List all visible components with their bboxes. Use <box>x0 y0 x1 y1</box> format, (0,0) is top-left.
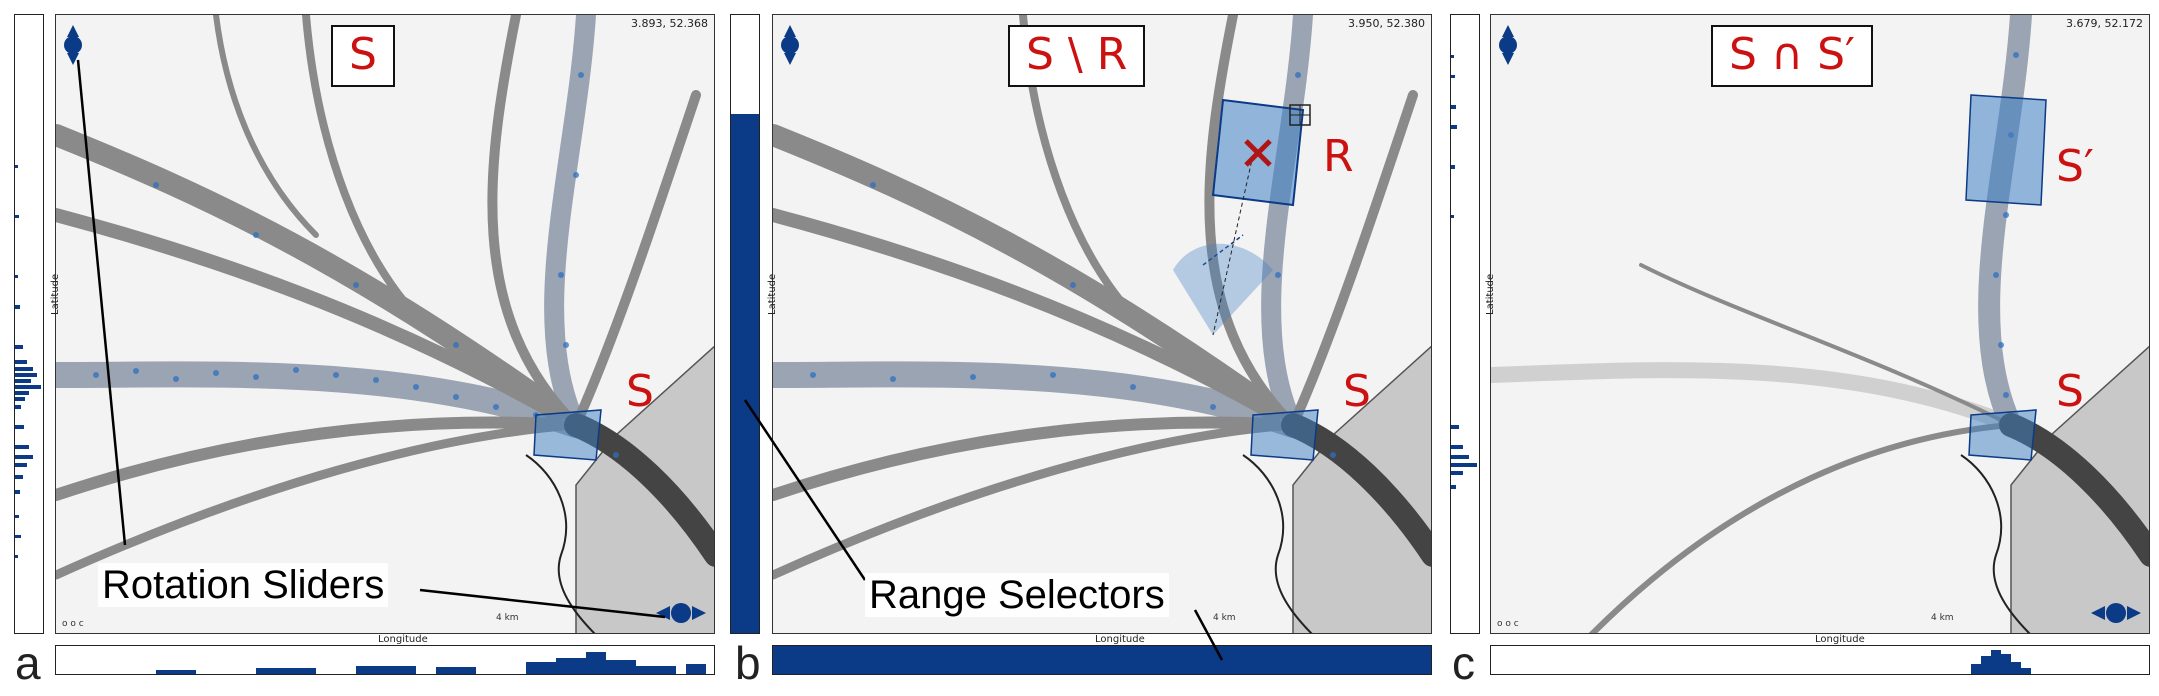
region-label-s-b: S <box>1343 366 1371 417</box>
panel-letter-a: a <box>15 637 41 689</box>
map-view-b[interactable]: 3.950, 52.380 S \ R R S 4 km <box>772 14 1432 634</box>
panel-letter-c: c <box>1452 637 1475 689</box>
x-axis-label: Longitude <box>1815 634 1865 645</box>
scale-bar: 4 km <box>1213 613 1236 623</box>
panel-b-title: S \ R <box>1008 25 1146 87</box>
region-label-s-a: S <box>626 366 654 417</box>
latitude-histogram-a-bars <box>15 165 41 558</box>
range-selector-vertical[interactable] <box>731 113 759 633</box>
longitude-histogram-c-bars <box>1971 650 2031 674</box>
longitude-histogram-b[interactable] <box>772 645 1432 675</box>
scale-bar: 4 km <box>496 613 519 623</box>
cursor-coordinates: 3.950, 52.380 <box>1348 17 1425 30</box>
map-view-a[interactable]: 3.893, 52.368 S S 4 km o o c <box>55 14 715 634</box>
ooc-indicator: o o c <box>62 619 84 629</box>
rotation-sliders-annotation: Rotation Sliders <box>98 563 389 607</box>
scale-bar: 4 km <box>1931 613 1954 623</box>
latitude-histogram-b[interactable] <box>730 14 760 634</box>
region-s-prime <box>1965 94 2047 206</box>
cursor-coordinates: 3.679, 52.172 <box>2066 17 2143 30</box>
ooc-indicator: o o c <box>1497 619 1519 629</box>
cursor-coordinates: 3.893, 52.368 <box>631 17 708 30</box>
range-selector-horizontal[interactable] <box>773 646 1431 674</box>
map-view-c[interactable]: 3.679, 52.172 S ∩ S′ S′ S 4 km o o c <box>1490 14 2150 634</box>
trajectory-map-c <box>1491 15 2149 633</box>
longitude-histogram-a-bars <box>156 652 706 674</box>
x-axis-label: Longitude <box>378 634 428 645</box>
y-axis-label: Latitude <box>767 273 778 315</box>
latitude-histogram-c[interactable] <box>1450 14 1480 634</box>
region-label-s-prime: S′ <box>2056 141 2094 192</box>
longitude-histogram-a[interactable] <box>55 645 715 675</box>
latitude-histogram-a[interactable] <box>14 14 44 634</box>
region-s-a <box>533 409 602 461</box>
x-axis-label: Longitude <box>1095 634 1145 645</box>
y-axis-label: Latitude <box>50 273 61 315</box>
longitude-histogram-c[interactable] <box>1490 645 2150 675</box>
region-s-b <box>1250 409 1319 461</box>
trajectory-map-b <box>773 15 1431 633</box>
panel-letter-b: b <box>735 637 761 689</box>
latitude-histogram-c-bars <box>1451 55 1477 489</box>
region-s-c <box>1968 409 2037 461</box>
panel-c-title: S ∩ S′ <box>1711 25 1874 87</box>
region-label-r: R <box>1323 131 1354 182</box>
y-axis-label: Latitude <box>1485 273 1496 315</box>
range-selectors-annotation: Range Selectors <box>865 573 1169 617</box>
panel-a-title: S <box>331 25 395 87</box>
region-label-s-c: S <box>2056 366 2084 417</box>
trajectory-map-a <box>56 15 714 633</box>
